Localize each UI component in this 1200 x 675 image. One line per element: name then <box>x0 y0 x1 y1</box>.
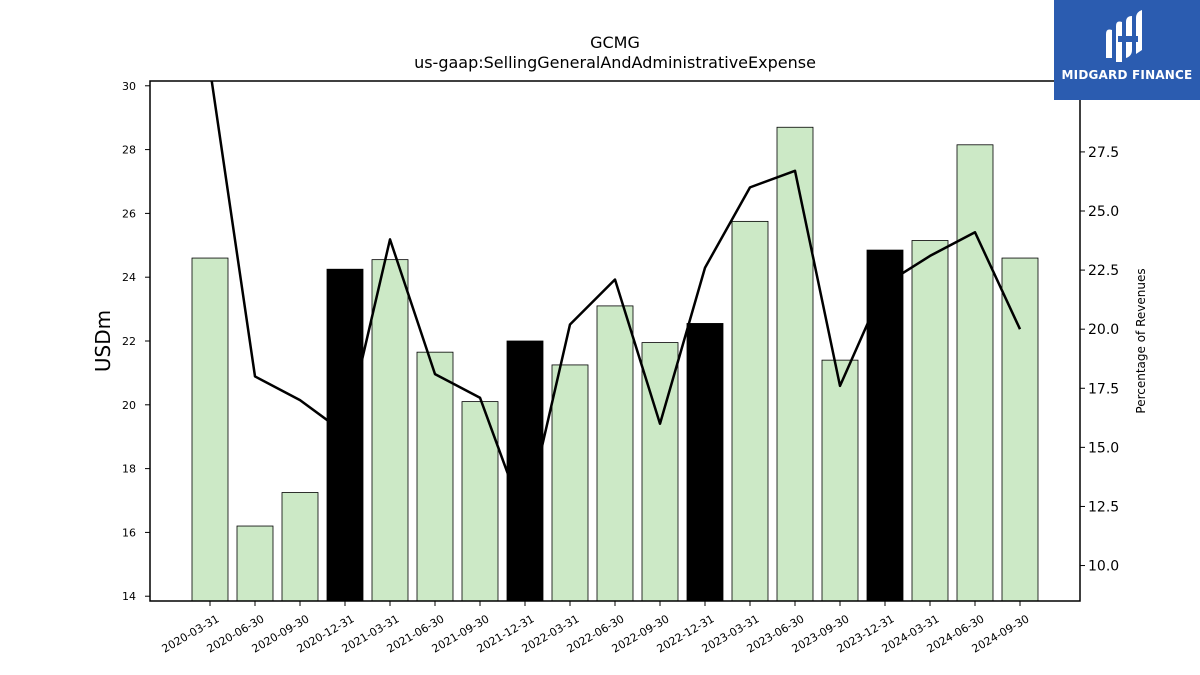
y2-tick-label: 25.0 <box>1088 204 1119 220</box>
y2-tick-label: 10.0 <box>1088 559 1119 575</box>
bar-2022-06-30 <box>596 305 634 602</box>
y2-tick-label: 20.0 <box>1088 322 1119 338</box>
y2-axis-label: Percentage of Revenues <box>1134 268 1148 413</box>
y-tick-label: 18 <box>122 463 136 476</box>
logo-text: MIDGARD FINANCE <box>1061 68 1193 82</box>
bar-2021-03-31 <box>371 259 409 602</box>
line-layer <box>210 81 1022 522</box>
bar-2024-09-30 <box>1001 257 1039 602</box>
bar-2023-12-31 <box>866 249 904 602</box>
bar-2020-09-30 <box>281 492 319 602</box>
chart-title: GCMG <box>590 33 640 52</box>
y-tick-label: 14 <box>122 590 136 603</box>
y-tick-label: 16 <box>122 526 136 539</box>
bar-2021-09-30 <box>461 401 499 602</box>
y-tick-label: 28 <box>122 144 136 157</box>
y-tick-label: 26 <box>122 207 136 220</box>
bar-2022-12-31 <box>686 323 724 602</box>
bar-2021-06-30 <box>416 351 454 602</box>
y2-tick-label: 22.5 <box>1088 263 1119 279</box>
y2-tick-label: 15.0 <box>1088 440 1119 456</box>
bar-2020-03-31 <box>191 257 229 602</box>
bar-2023-09-30 <box>821 359 859 602</box>
bar-2020-06-30 <box>236 525 274 602</box>
y-axis-label: USDm <box>91 310 115 372</box>
bar-2023-03-31 <box>731 220 769 602</box>
bar-2022-03-31 <box>551 364 589 602</box>
chart-subtitle: us-gaap:SellingGeneralAndAdministrativeE… <box>414 53 816 72</box>
bar-2024-06-30 <box>956 144 994 602</box>
midgard-logo: MIDGARD FINANCE <box>1054 0 1200 100</box>
y2-tick-label: 12.5 <box>1088 499 1119 515</box>
y-tick-label: 20 <box>122 399 136 412</box>
bars <box>191 126 1039 602</box>
percentage-line <box>210 81 1022 522</box>
bar-2023-06-30 <box>776 126 814 602</box>
y2-tick-label: 17.5 <box>1088 381 1119 397</box>
y-tick-label: 30 <box>122 80 136 93</box>
bar-2020-12-31 <box>326 268 364 602</box>
y-tick-label: 24 <box>122 271 136 284</box>
y2-tick-label: 27.5 <box>1088 145 1119 161</box>
y-tick-label: 22 <box>122 335 136 348</box>
midgard-logo-icon <box>1106 10 1142 62</box>
bar-2024-03-31 <box>911 240 949 602</box>
